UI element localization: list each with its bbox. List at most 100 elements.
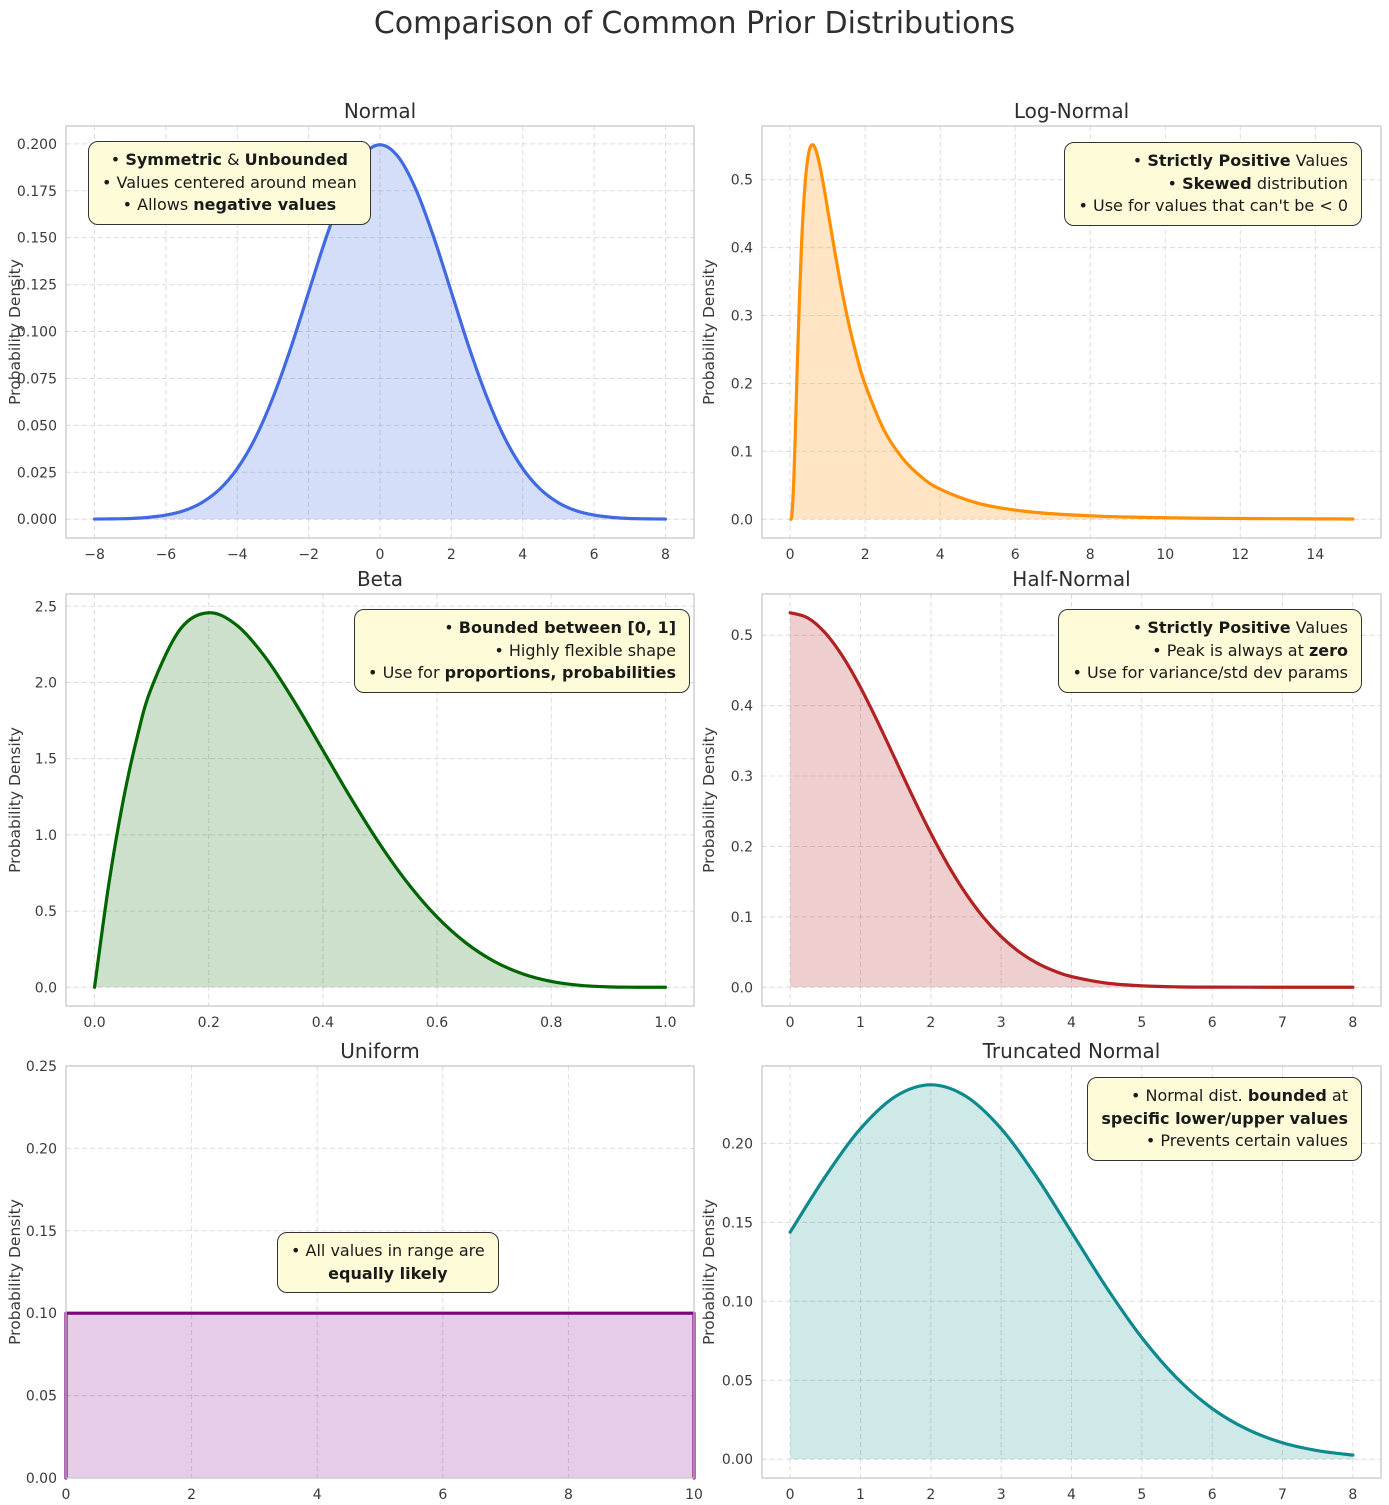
x-tick-label: −2 bbox=[298, 547, 319, 563]
x-tick-label: 7 bbox=[1278, 1015, 1287, 1031]
x-tick-label: 14 bbox=[1306, 547, 1324, 563]
x-tick-label: 4 bbox=[1067, 1015, 1076, 1031]
subplot-title: Normal bbox=[344, 99, 416, 123]
y-tick-label: 0.20 bbox=[26, 1141, 57, 1157]
annotation-truncated-normal: • Normal dist. bounded at specific lower/… bbox=[1087, 1077, 1362, 1162]
x-tick-label: 0 bbox=[786, 1487, 795, 1503]
annotation-line: • Peak is always at zero bbox=[1152, 640, 1348, 660]
annotation-line: • Strictly Positive Values bbox=[1132, 618, 1348, 637]
y-tick-label: 0.25 bbox=[26, 1059, 57, 1075]
subplot-title: Half-Normal bbox=[1012, 567, 1130, 591]
y-tick-label: 0.00 bbox=[722, 1452, 753, 1468]
x-tick-label: 3 bbox=[997, 1487, 1006, 1503]
x-tick-label: 0 bbox=[786, 547, 795, 563]
y-axis-label: Probability Density bbox=[700, 727, 718, 873]
subplot-title: Log-Normal bbox=[1014, 99, 1129, 123]
x-tick-label: 10 bbox=[1156, 547, 1174, 563]
y-tick-label: 0.2 bbox=[731, 376, 753, 392]
y-tick-label: 0.5 bbox=[35, 904, 57, 920]
subplot-title: Uniform bbox=[340, 1039, 420, 1063]
density-curve bbox=[788, 611, 1355, 989]
axis-frame bbox=[761, 125, 1382, 539]
x-tick-label: 1 bbox=[856, 1015, 865, 1031]
y-tick-label: 0.4 bbox=[731, 699, 753, 715]
annotation-line: • Bounded between [0, 1] bbox=[444, 618, 676, 637]
x-tick-label: 6 bbox=[1208, 1487, 1217, 1503]
annotation-normal: • Symmetric & Unbounded • Values centered… bbox=[88, 141, 371, 226]
x-tick-label: 8 bbox=[1348, 1487, 1357, 1503]
y-tick-label: 1.0 bbox=[35, 828, 57, 844]
annotation-line: equally likely bbox=[328, 1263, 448, 1283]
axis-frame bbox=[65, 125, 695, 539]
area-fill bbox=[94, 612, 666, 988]
x-tick-label: 5 bbox=[1137, 1487, 1146, 1503]
x-tick-label: 8 bbox=[1086, 547, 1095, 563]
annotation-beta: • Bounded between [0, 1] • Highly flexibl… bbox=[354, 609, 690, 694]
x-tick-label: 1.0 bbox=[654, 1015, 676, 1031]
x-tick-label: 12 bbox=[1231, 547, 1249, 563]
x-tick-label: 6 bbox=[1011, 547, 1020, 563]
chart-normal: −8 −6 −4 −2 0 2 4 6 8 0.000 0.025 0.050 0.075 0.100 0.… bbox=[6, 99, 695, 563]
subplot-title: Truncated Normal bbox=[982, 1039, 1161, 1063]
y-tick-label: 0.3 bbox=[731, 769, 753, 785]
x-tick-label: 2 bbox=[861, 547, 870, 563]
y-tick-label: 0.10 bbox=[26, 1306, 57, 1322]
density-curve bbox=[789, 143, 1355, 521]
area-fill bbox=[66, 1313, 694, 1478]
x-tick-label: −6 bbox=[156, 547, 177, 563]
y-tick-label: 0.05 bbox=[722, 1373, 753, 1389]
annotation-half-normal: • Strictly Positive Values • Peak is alwa… bbox=[1058, 609, 1362, 694]
x-tick-label: 2 bbox=[187, 1487, 196, 1503]
x-tick-label: 4 bbox=[518, 547, 527, 563]
y-tick-label: 0.5 bbox=[731, 628, 753, 644]
x-tick-label: 2 bbox=[926, 1015, 935, 1031]
y-tick-label: 0.150 bbox=[17, 231, 57, 247]
area-fill bbox=[790, 1084, 1353, 1460]
annotation-line: • Highly flexible shape bbox=[494, 640, 676, 660]
figure-title: Comparison of Common Prior Distributions bbox=[373, 6, 1016, 41]
y-axis-label: Probability Density bbox=[6, 727, 24, 873]
y-tick-label: 0.15 bbox=[26, 1224, 57, 1240]
annotation-line: specific lower/upper values bbox=[1101, 1108, 1348, 1128]
y-axis-label: Probability Density bbox=[700, 1199, 718, 1345]
density-curve bbox=[788, 1083, 1355, 1457]
y-tick-label: 0.05 bbox=[26, 1389, 57, 1405]
x-tick-label: 4 bbox=[313, 1487, 322, 1503]
annotation-line: • Normal dist. bounded at bbox=[1130, 1086, 1348, 1105]
y-tick-label: 0.10 bbox=[722, 1294, 753, 1310]
x-tick-label: 8 bbox=[564, 1487, 573, 1503]
x-tick-label: 0.6 bbox=[426, 1015, 448, 1031]
x-tick-label: 8 bbox=[661, 547, 670, 563]
axis-frame bbox=[65, 593, 695, 1007]
y-tick-label: 2.0 bbox=[35, 675, 57, 691]
y-tick-label: 0.025 bbox=[17, 465, 57, 481]
x-tick-label: 6 bbox=[438, 1487, 447, 1503]
y-tick-label: 1.5 bbox=[35, 752, 57, 768]
x-tick-label: 4 bbox=[936, 547, 945, 563]
axis-frame bbox=[761, 1065, 1382, 1479]
x-tick-label: 0.2 bbox=[198, 1015, 220, 1031]
y-tick-label: 0.200 bbox=[17, 137, 57, 153]
area-fill bbox=[790, 612, 1353, 988]
y-tick-label: 0.075 bbox=[17, 371, 57, 387]
area-fill bbox=[94, 144, 666, 520]
axis-frame bbox=[65, 1065, 695, 1479]
density-curve bbox=[92, 143, 668, 521]
area-fill bbox=[790, 144, 1353, 520]
x-tick-label: 0.0 bbox=[83, 1015, 105, 1031]
axis-frame bbox=[761, 593, 1382, 1007]
x-tick-label: 10 bbox=[685, 1487, 703, 1503]
y-tick-label: 0.000 bbox=[17, 512, 57, 528]
y-axis-label: Probability Density bbox=[6, 259, 24, 405]
x-tick-label: 4 bbox=[1067, 1487, 1076, 1503]
y-tick-label: 0.3 bbox=[731, 309, 753, 325]
annotation-line: • Use for values that can't be < 0 bbox=[1078, 196, 1348, 216]
x-tick-label: 0.4 bbox=[312, 1015, 334, 1031]
y-tick-label: 0.050 bbox=[17, 418, 57, 434]
annotation-line: • Values centered around mean bbox=[102, 172, 357, 192]
y-tick-label: 0.20 bbox=[722, 1136, 753, 1152]
x-tick-label: 6 bbox=[1208, 1015, 1217, 1031]
annotation-uniform: • All values in range are equally likely bbox=[277, 1232, 499, 1294]
y-tick-label: 2.5 bbox=[35, 599, 57, 615]
y-tick-label: 0.0 bbox=[731, 980, 753, 996]
